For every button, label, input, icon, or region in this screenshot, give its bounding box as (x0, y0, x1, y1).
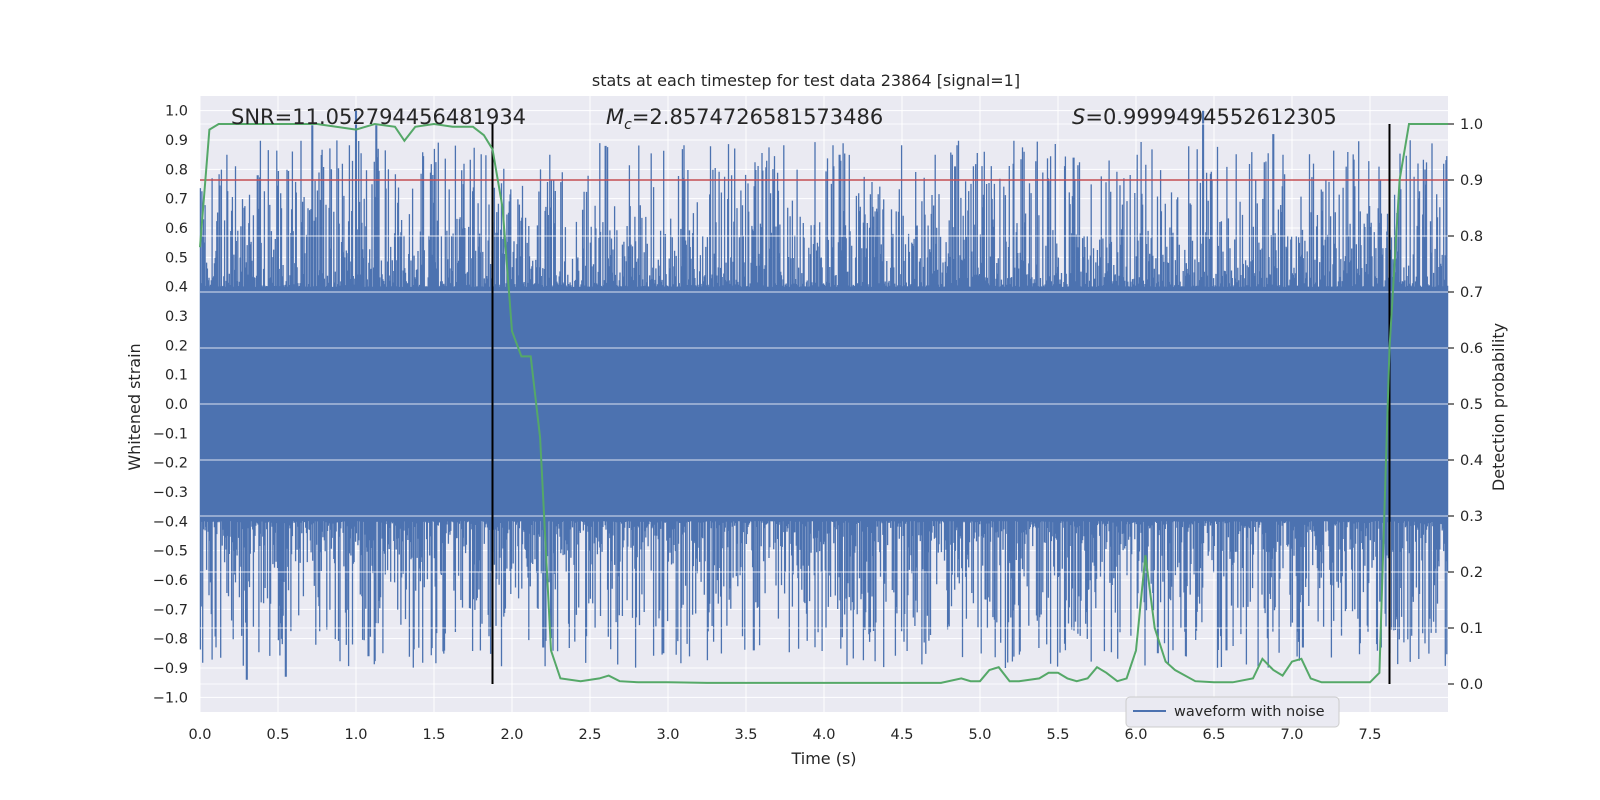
y-tick-label: 0.9 (165, 133, 188, 149)
chart-title: stats at each timestep for test data 238… (592, 71, 1020, 90)
y-tick-label: −0.8 (153, 632, 188, 648)
y-axis-label: Whitened strain (125, 343, 144, 470)
chirp-mass-value: =2.8574726581573486 (632, 105, 883, 129)
x-tick-label: 1.5 (422, 727, 445, 743)
marker-lines (491, 124, 1391, 684)
chirp-mass-subscript: c (624, 117, 632, 133)
y2-tick-label: 0.8 (1460, 229, 1483, 245)
y-tick-label: −0.3 (153, 485, 188, 501)
score-annotation: S=0.9999494552612305 (1072, 105, 1337, 129)
probability-series (199, 122, 1448, 684)
x-tick-label: 0.0 (188, 727, 211, 743)
x-tick-label: 3.5 (734, 727, 757, 743)
snr-annotation: SNR=11.052794456481934 (231, 105, 526, 129)
y-tick-label: 0.8 (165, 162, 188, 178)
y2-tick-label: 0.0 (1460, 677, 1483, 693)
x-tick-label: 4.5 (890, 727, 913, 743)
y2-tick-label: 0.9 (1460, 173, 1483, 189)
y-tick-label: −0.6 (153, 573, 188, 589)
y-tick-label: −0.7 (153, 602, 188, 618)
y-tick-label: 0.6 (165, 221, 188, 237)
legend-box (1125, 696, 1340, 728)
y2-tick-label: 0.1 (1460, 621, 1483, 637)
score-symbol: S (1072, 105, 1085, 129)
y-tick-label: 0.5 (165, 250, 188, 266)
y-tick-label: 0.7 (165, 192, 188, 208)
y-tick-label: −0.1 (153, 426, 188, 442)
legend-label: waveform with noise (1174, 704, 1325, 720)
y2-tick-label: 0.6 (1460, 341, 1483, 357)
x-tick-label: 2.0 (500, 727, 523, 743)
x-tick-label: 6.5 (1202, 727, 1225, 743)
x-tick-label: 0.5 (266, 727, 289, 743)
x-tick-label: 7.0 (1280, 727, 1303, 743)
y-axis-ticks: −1.0 −0.9 −0.8 −0.7 −0.6 −0.5 −0.4 −0.3 −0.2 −0.1… (153, 104, 188, 707)
x-tick-label: 2.5 (578, 727, 601, 743)
x-tick-label: 4.0 (812, 727, 835, 743)
waveform-series (199, 110, 1449, 680)
x-axis-ticks: 0.0 0.5 1.0 1.5 2.0 2.5 3.0 3.5 4.0 4.5 5.0 5.5 6.0 6… (188, 727, 1381, 743)
x-tick-label: 5.0 (968, 727, 991, 743)
y-tick-label: 0.1 (165, 368, 188, 384)
y2-tick-label: 0.2 (1460, 565, 1483, 581)
x-tick-label: 1.0 (344, 727, 367, 743)
chirp-mass-annotation: Mc=2.8574726581573486 (606, 105, 883, 133)
y-tick-label: 1.0 (165, 104, 188, 120)
x-tick-label: 5.5 (1046, 727, 1069, 743)
x-tick-label: 7.5 (1358, 727, 1381, 743)
y2-tick-label: 0.3 (1460, 509, 1483, 525)
x-tick-label: 6.0 (1124, 727, 1147, 743)
x-tick-label: 3.0 (656, 727, 679, 743)
chirp-mass-symbol: M (606, 105, 624, 129)
y2-axis-ticks: 0.0 0.1 0.2 0.3 0.4 0.5 0.6 0.7 0.8 0.9 1.0 (1448, 117, 1483, 693)
legend: waveform with noise (1125, 696, 1340, 728)
y2-tick-label: 1.0 (1460, 117, 1483, 133)
y-tick-label: 0.2 (165, 338, 188, 354)
y-tick-label: 0.0 (165, 397, 188, 413)
y2-tick-label: 0.7 (1460, 285, 1483, 301)
y2-tick-label: 0.5 (1460, 397, 1483, 413)
y-tick-label: −0.4 (153, 514, 188, 530)
waveform-trace (199, 110, 1449, 680)
score-value: =0.9999494552612305 (1085, 105, 1336, 129)
y-tick-label: 0.4 (165, 280, 188, 296)
x-axis-label: Time (s) (790, 749, 856, 768)
y-tick-label: −1.0 (153, 690, 188, 706)
y-tick-label: 0.3 (165, 309, 188, 325)
y2-tick-label: 0.4 (1460, 453, 1483, 469)
y-tick-label: −0.9 (153, 661, 188, 677)
y-tick-label: −0.5 (153, 544, 188, 560)
y-tick-label: −0.2 (153, 456, 188, 472)
y2-axis-label: Detection probability (1489, 323, 1508, 491)
